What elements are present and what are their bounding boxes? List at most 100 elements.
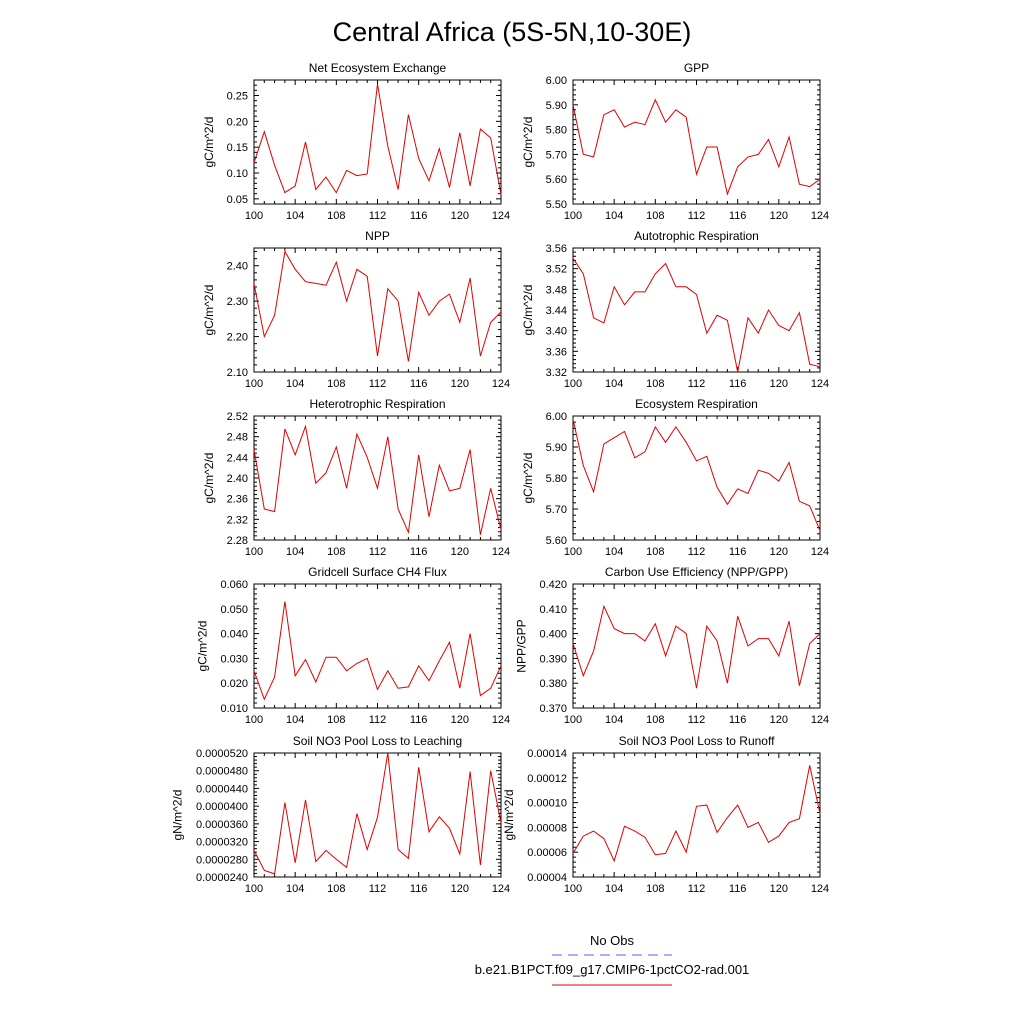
panel-title: Soil NO3 Pool Loss to Runoff (619, 734, 776, 748)
x-tick-label: 104 (286, 714, 304, 726)
y-tick-label: 0.420 (539, 579, 567, 591)
y-tick-label: 2.48 (227, 432, 248, 444)
plot-frame (572, 247, 821, 373)
y-tick-label: 3.52 (546, 264, 567, 276)
panel-title: Gridcell Surface CH4 Flux (308, 565, 447, 579)
x-tick-label: 112 (369, 546, 387, 558)
series-line (572, 98, 821, 196)
y-tick-label: 2.32 (227, 514, 248, 526)
y-tick-label: 3.32 (546, 367, 567, 379)
y-tick-label: 2.28 (227, 535, 248, 547)
panel-3: NPP 100 104 108 112 116 120 124 2.10 2.20 2.30 2.40… (202, 229, 510, 390)
x-tick-label: 120 (770, 210, 788, 222)
panel-10: Soil NO3 Pool Loss to Runoff 100 104 108 112… (502, 734, 829, 895)
x-tick-label: 124 (492, 883, 510, 895)
y-tick-label: 5.90 (546, 100, 567, 112)
panel-8: Carbon Use Efficiency (NPP/GPP) 100 104 108… (515, 565, 830, 726)
y-tick-label: 5.70 (546, 149, 567, 161)
y-tick-label: 0.050 (220, 604, 248, 616)
x-tick-label: 124 (492, 378, 510, 390)
panel-4: Autotrophic Respiration 100 104 108 112 116 12… (521, 229, 829, 390)
panel-title: Soil NO3 Pool Loss to Leaching (293, 734, 462, 748)
x-tick-label: 100 (245, 714, 263, 726)
x-tick-label: 120 (770, 714, 788, 726)
x-tick-label: 124 (811, 210, 829, 222)
y-tick-label: 0.00012 (527, 773, 567, 785)
x-tick-label: 120 (451, 378, 469, 390)
y-tick-label: 0.00008 (527, 822, 567, 834)
y-tick-label: 0.20 (227, 116, 248, 128)
y-tick-label: 0.020 (220, 678, 248, 690)
y-tick-label: 2.44 (227, 452, 248, 464)
x-tick-label: 108 (646, 714, 664, 726)
x-tick-label: 120 (451, 883, 469, 895)
legend-obs-label: No Obs (590, 933, 635, 948)
y-tick-label: 0.10 (227, 168, 248, 180)
y-tick-label: 0.400 (539, 629, 567, 641)
series-line (572, 258, 821, 373)
panel-title: GPP (684, 61, 709, 75)
series-line (253, 752, 502, 875)
x-tick-label: 112 (369, 714, 387, 726)
y-tick-label: 0.370 (539, 703, 567, 715)
y-tick-label: 6.00 (546, 75, 567, 87)
y-tick-label: 5.60 (546, 174, 567, 186)
x-tick-label: 116 (729, 210, 747, 222)
x-tick-label: 108 (646, 378, 664, 390)
x-tick-label: 112 (369, 210, 387, 222)
legend-run-label: b.e21.B1PCT.f09_g17.CMIP6-1pctCO2-rad.00… (475, 962, 750, 977)
y-tick-label: 5.50 (546, 199, 567, 211)
y-tick-label: 0.0000360 (196, 819, 248, 831)
y-axis-label: gC/m^2/d (521, 453, 535, 504)
plot-frame (253, 79, 502, 205)
x-tick-label: 100 (245, 378, 263, 390)
y-tick-label: 0.030 (220, 653, 248, 665)
y-axis-label: gN/m^2/d (502, 790, 516, 841)
plot-frame (572, 752, 821, 878)
y-axis-label: gC/m^2/d (202, 453, 216, 504)
x-tick-label: 120 (770, 546, 788, 558)
x-tick-label: 124 (811, 714, 829, 726)
x-tick-label: 108 (327, 714, 345, 726)
x-tick-label: 100 (245, 210, 263, 222)
y-tick-label: 5.80 (546, 125, 567, 137)
plot-frame (572, 583, 821, 709)
series-line (572, 765, 821, 863)
y-tick-label: 0.410 (539, 604, 567, 616)
panel-9: Soil NO3 Pool Loss to Leaching 100 104 108 1… (170, 734, 510, 895)
series-line (572, 418, 821, 531)
x-tick-label: 108 (327, 378, 345, 390)
x-tick-label: 100 (564, 210, 582, 222)
x-tick-label: 100 (245, 546, 263, 558)
x-tick-label: 100 (564, 714, 582, 726)
y-axis-label: gC/m^2/d (196, 621, 210, 672)
y-tick-label: 5.70 (546, 504, 567, 516)
panel-title: Net Ecosystem Exchange (309, 61, 447, 75)
y-tick-label: 0.0000320 (196, 837, 248, 849)
y-tick-label: 0.15 (227, 142, 248, 154)
y-tick-label: 2.36 (227, 494, 248, 506)
x-tick-label: 108 (646, 546, 664, 558)
plot-frame (572, 79, 821, 205)
y-axis-label: gC/m^2/d (521, 285, 535, 336)
x-tick-label: 120 (451, 714, 469, 726)
x-tick-label: 124 (811, 546, 829, 558)
y-tick-label: 3.44 (546, 305, 567, 317)
panel-6: Ecosystem Respiration 100 104 108 112 116 120 1… (521, 397, 829, 558)
y-tick-label: 5.60 (546, 535, 567, 547)
x-tick-label: 112 (688, 378, 706, 390)
x-tick-label: 116 (729, 378, 747, 390)
y-tick-label: 0.0000480 (196, 766, 248, 778)
x-tick-label: 124 (492, 714, 510, 726)
y-tick-label: 0.00006 (527, 847, 567, 859)
series-line (572, 604, 821, 689)
x-tick-label: 116 (729, 714, 747, 726)
x-tick-label: 112 (688, 546, 706, 558)
x-tick-label: 108 (646, 883, 664, 895)
y-tick-label: 3.40 (546, 326, 567, 338)
y-tick-label: 0.25 (227, 91, 248, 103)
plot-frame (572, 415, 821, 541)
series-line (253, 250, 502, 362)
x-tick-label: 104 (605, 378, 623, 390)
x-tick-label: 112 (688, 210, 706, 222)
